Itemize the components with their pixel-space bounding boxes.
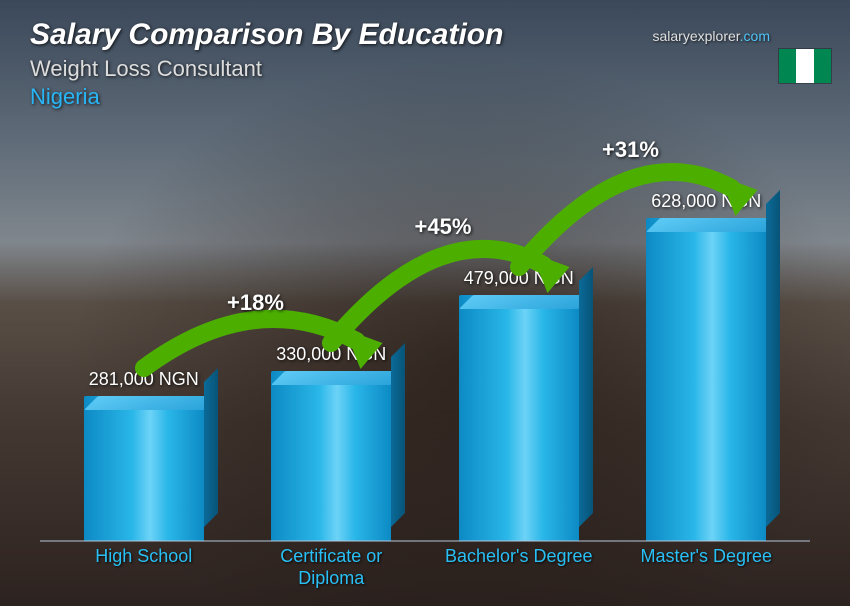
title-block: Salary Comparison By Education Weight Lo… [30,18,503,110]
bar-value-label: 479,000 NGN [464,268,574,289]
bar [84,396,204,541]
bar-slot: 628,000 NGN [621,191,791,541]
bar [459,295,579,541]
bar-value-label: 281,000 NGN [89,369,199,390]
bar-value-label: 330,000 NGN [276,344,386,365]
category-labels: High School Certificate or Diploma Bachelo… [50,546,800,596]
bar [646,218,766,541]
nigeria-flag-icon [778,48,832,84]
page-subtitle: Weight Loss Consultant [30,56,503,82]
category-label: Bachelor's Degree [434,546,604,596]
axis-baseline [40,540,810,542]
bar-value-label: 628,000 NGN [651,191,761,212]
country-label: Nigeria [30,84,503,110]
bar-chart: 281,000 NGN 330,000 NGN 479,000 NGN 628,… [50,121,800,541]
category-label: Master's Degree [621,546,791,596]
watermark: salaryexplorer.com [653,28,771,44]
category-label: High School [59,546,229,596]
bar-slot: 479,000 NGN [434,268,604,541]
watermark-brand: salaryexplorer [653,28,740,44]
bar-slot: 330,000 NGN [246,344,416,541]
page-title: Salary Comparison By Education [30,18,503,52]
bar-slot: 281,000 NGN [59,369,229,541]
category-label: Certificate or Diploma [246,546,416,596]
watermark-tld: .com [740,28,770,44]
bar [271,371,391,541]
